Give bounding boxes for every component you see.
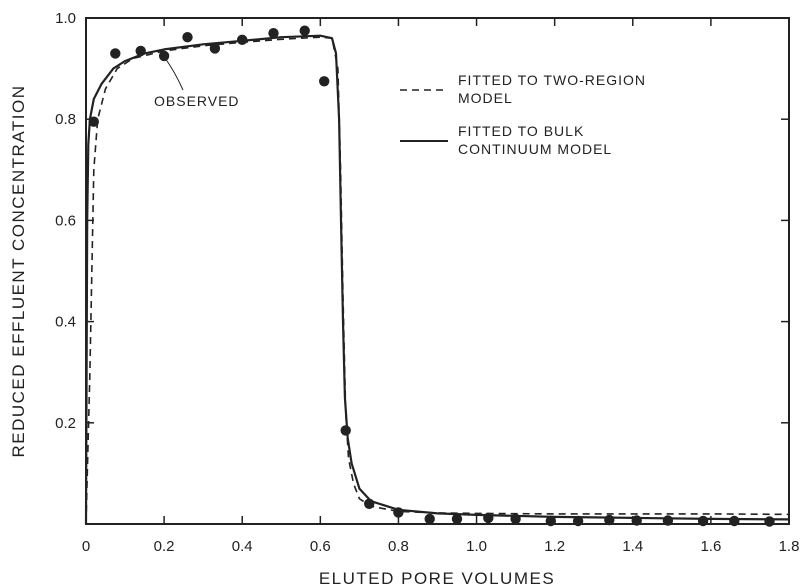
observed-point <box>393 507 404 518</box>
observed-point <box>483 512 494 524</box>
y-tick-label: 0.4 <box>55 314 76 331</box>
observed-point <box>729 515 740 527</box>
bulk-continuum-model-line <box>84 34 790 525</box>
observed-annotation-leader <box>164 57 184 91</box>
observed-point <box>510 513 521 525</box>
y-tick-label: 0.2 <box>55 415 76 432</box>
axis-ticks: 0 0.2 0.4 0.6 0.8 1.0 1.2 1.4 1.6 1.8 0.2 0.4 0.6 0.8… <box>55 10 799 555</box>
y-tick-label: 0.6 <box>55 212 76 229</box>
observed-point <box>424 513 435 525</box>
model-curves <box>84 34 790 525</box>
legend-solid-label-line2: CONTINUUM MODEL <box>458 141 612 157</box>
observed-point <box>299 25 310 36</box>
observed-annotation: OBSERVED <box>154 93 240 109</box>
legend-dashed-label-line1: FITTED TO TWO-REGION <box>458 72 646 88</box>
y-tick-label: 1.0 <box>55 10 76 27</box>
x-tick-label: 1.2 <box>544 538 565 555</box>
observed-point <box>764 516 775 527</box>
observed-point <box>364 498 375 509</box>
x-tick-label: 0.4 <box>232 538 253 555</box>
observed-point <box>182 32 193 43</box>
y-axis-title: REDUCED EFFLUENT CONCENTRATION <box>9 84 28 457</box>
x-tick-label: 1.4 <box>622 538 643 555</box>
x-tick-label: 1.0 <box>466 538 487 555</box>
x-tick-label: 1.6 <box>700 538 721 555</box>
observed-point <box>604 514 615 526</box>
x-tick-label: 0.2 <box>154 538 175 555</box>
x-tick-label: 0 <box>82 538 90 555</box>
observed-point <box>158 50 170 62</box>
observed-point <box>135 45 146 57</box>
x-axis-title: ELUTED PORE VOLUMES <box>319 569 555 588</box>
observed-point <box>110 48 121 59</box>
legend-dashed-label-line2: MODEL <box>458 90 513 106</box>
observed-point <box>631 515 642 526</box>
two-region-model-line <box>85 36 790 525</box>
observed-point <box>340 425 351 436</box>
observed-point <box>88 116 100 127</box>
observed-point <box>572 515 584 527</box>
x-tick-label: 0.8 <box>388 538 409 555</box>
observed-point <box>697 515 709 527</box>
observed-point <box>209 43 221 54</box>
observed-point <box>319 76 330 87</box>
observed-point <box>268 28 279 39</box>
x-tick-label: 0.6 <box>310 538 331 555</box>
x-tick-label: 1.8 <box>779 538 800 555</box>
observed-points <box>88 25 775 527</box>
legend-solid-label-line1: FITTED TO BULK <box>458 123 584 139</box>
y-tick-label: 0.8 <box>55 111 76 128</box>
observed-point <box>237 34 248 45</box>
observed-point <box>451 513 463 525</box>
observed-point <box>545 515 556 527</box>
observed-point <box>662 515 674 526</box>
